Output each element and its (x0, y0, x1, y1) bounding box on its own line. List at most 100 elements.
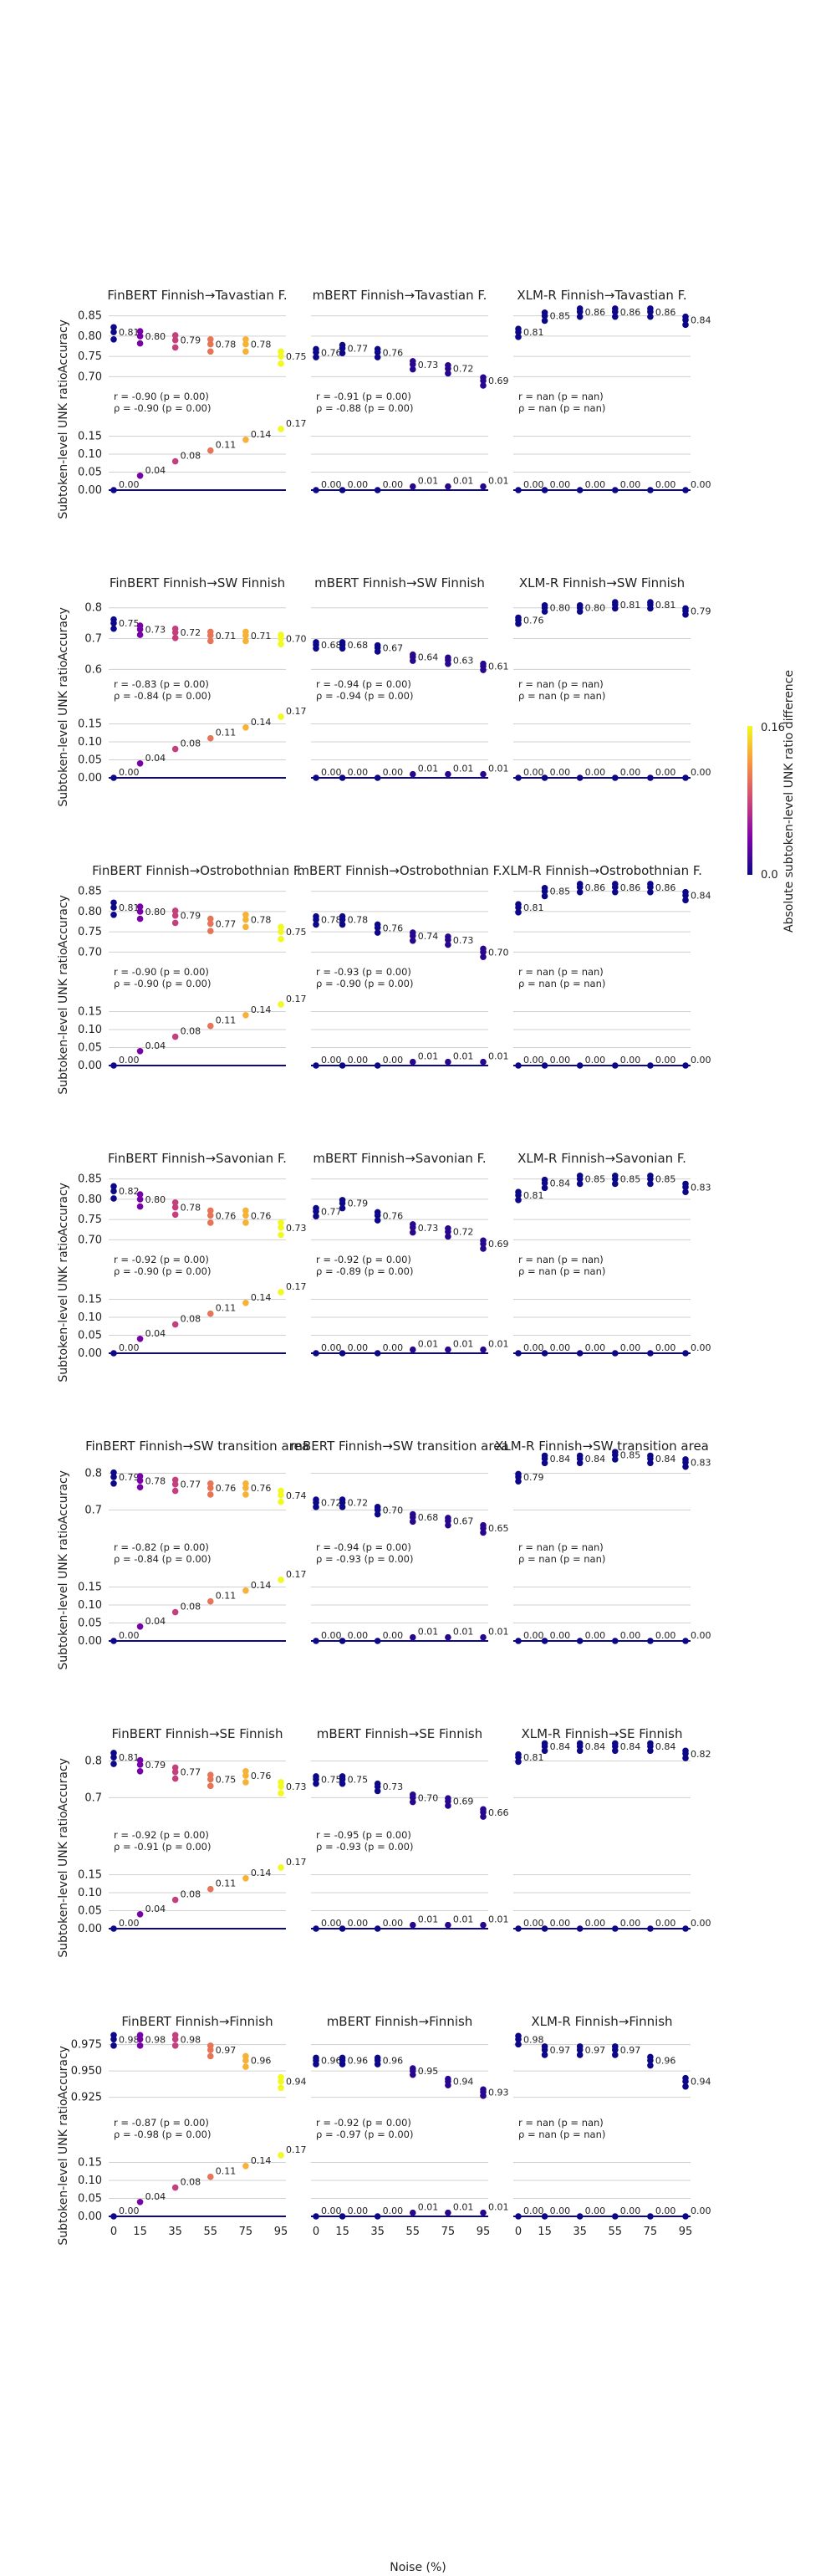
accuracy-point (515, 1478, 522, 1485)
unk-tick-label: 0.10 (78, 448, 102, 461)
accuracy-point (313, 1496, 319, 1503)
accuracy-point (339, 1197, 346, 1204)
unk-point (374, 1638, 381, 1644)
accuracy-point (206, 1485, 214, 1491)
accuracy-value-label: 0.79 (145, 1760, 166, 1771)
accuracy-value-label: 0.81 (523, 902, 544, 913)
accuracy-tick-label: 0.8 (84, 602, 102, 615)
unk-value-label: 0.00 (691, 1055, 711, 1066)
accuracy-point (682, 313, 689, 320)
unk-point (206, 1597, 214, 1605)
accuracy-point (611, 313, 619, 320)
unk-point (242, 1875, 249, 1882)
accuracy-point (374, 1787, 381, 1795)
accuracy-tick-label: 0.70 (78, 1234, 102, 1246)
accuracy-point (278, 1783, 284, 1790)
accuracy-point (541, 1184, 548, 1192)
unk-value-label: 0.11 (216, 1015, 237, 1026)
subplot: mBERT Finnish→SW transition area 0.72 0.72… (290, 1439, 509, 1644)
unk-value-label: 0.00 (585, 2205, 606, 2216)
accuracy-point (515, 325, 522, 332)
subplot: mBERT Finnish→Finnish 0.96 0.96 0.96 0.95 0.9… (311, 2014, 509, 2238)
unk-point (171, 2184, 179, 2191)
unk-tick-label: 0.00 (78, 772, 102, 785)
accuracy-point (171, 336, 179, 344)
accuracy-point (611, 2043, 619, 2050)
unk-point (206, 734, 214, 742)
accuracy-point (647, 1180, 654, 1188)
unk-point (541, 1638, 548, 1644)
accuracy-value-label: 0.77 (181, 1767, 201, 1778)
accuracy-value-label: 0.86 (585, 307, 606, 318)
accuracy-point (682, 2074, 689, 2082)
accuracy-value-label: 0.77 (181, 1480, 201, 1490)
unk-value-label: 0.01 (418, 764, 438, 774)
spearman-stat: ρ = -0.94 (p = 0.00) (316, 690, 413, 702)
accuracy-value-label: 0.79 (181, 911, 201, 922)
accuracy-point (409, 358, 416, 365)
colorbar-max-label: 0.16 (761, 722, 785, 734)
accuracy-point (278, 1487, 284, 1495)
x-tick-label: 95 (477, 2226, 491, 2238)
subplot-title: FinBERT Finnish→Finnish (121, 2014, 273, 2029)
accuracy-point (171, 1487, 179, 1495)
accuracy-point (313, 639, 319, 646)
spearman-stat: ρ = -0.84 (p = 0.00) (114, 690, 211, 702)
unk-point (278, 713, 284, 720)
accuracy-value-label: 0.81 (655, 600, 676, 611)
accuracy-point (110, 616, 117, 623)
accuracy-point (278, 348, 284, 355)
accuracy-value-label: 0.81 (523, 1752, 544, 1763)
unk-point (110, 1925, 117, 1932)
unk-point (647, 487, 654, 493)
unk-value-label: 0.08 (181, 1026, 201, 1037)
accuracy-tick-label: 0.950 (71, 2065, 102, 2078)
accuracy-value-label: 0.96 (348, 2056, 369, 2067)
accuracy-point (682, 1747, 689, 1755)
accuracy-point (374, 354, 381, 360)
unk-point (242, 2163, 249, 2170)
accuracy-value-label: 0.70 (383, 1505, 404, 1515)
unk-point (541, 2213, 548, 2220)
accuracy-point (576, 305, 584, 312)
accuracy-point (541, 317, 548, 325)
subplot-title: FinBERT Finnish→Ostrobothnian F. (92, 863, 303, 878)
accuracy-point (515, 1470, 522, 1478)
x-tick-label: 55 (204, 2226, 218, 2238)
accuracy-value-label: 0.66 (488, 1807, 509, 1818)
unk-tick-label: 0.10 (78, 2175, 102, 2187)
unk-point (278, 2152, 284, 2159)
accuracy-point (171, 1476, 179, 1484)
accuracy-point (313, 1773, 319, 1780)
accuracy-point (136, 333, 144, 340)
unk-value-label: 0.01 (453, 1914, 474, 1925)
unk-point (480, 1346, 487, 1353)
subplot: XLM-R Finnish→Tavastian F. 0.81 0.85 0.86 0.… (513, 288, 711, 493)
unk-point (682, 2213, 689, 2220)
unk-point (682, 1062, 689, 1069)
accuracy-point (136, 2032, 144, 2039)
unk-value-label: 0.00 (119, 2205, 140, 2216)
subplot-title: mBERT Finnish→SW transition area (290, 1439, 508, 1454)
accuracy-point (136, 1761, 144, 1768)
colorbar-title: Absolute subtoken-level UNK ratio differ… (782, 670, 796, 933)
unk-value-label: 0.11 (216, 2166, 237, 2177)
accuracy-value-label: 0.79 (119, 1472, 140, 1483)
unk-point (313, 1638, 319, 1644)
unk-value-label: 0.14 (251, 1292, 272, 1303)
unk-point (611, 774, 619, 781)
accuracy-point (374, 1209, 381, 1216)
accuracy-point (480, 1529, 487, 1536)
accuracy-tick-label: 0.8 (84, 1756, 102, 1768)
subplot-title: FinBERT Finnish→Savonian F. (108, 1151, 287, 1166)
unk-value-label: 0.17 (286, 1281, 307, 1292)
unk-point (445, 1346, 451, 1353)
subplot-title: mBERT Finnish→Tavastian F. (313, 288, 487, 303)
accuracy-value-label: 0.73 (286, 1781, 307, 1792)
accuracy-value-label: 0.84 (585, 1741, 606, 1752)
unk-tick-label: 0.15 (78, 1869, 102, 1882)
accuracy-point (576, 1747, 584, 1755)
accuracy-value-label: 0.80 (550, 603, 571, 614)
accuracy-value-label: 0.78 (321, 915, 342, 926)
unk-point (313, 2213, 319, 2220)
